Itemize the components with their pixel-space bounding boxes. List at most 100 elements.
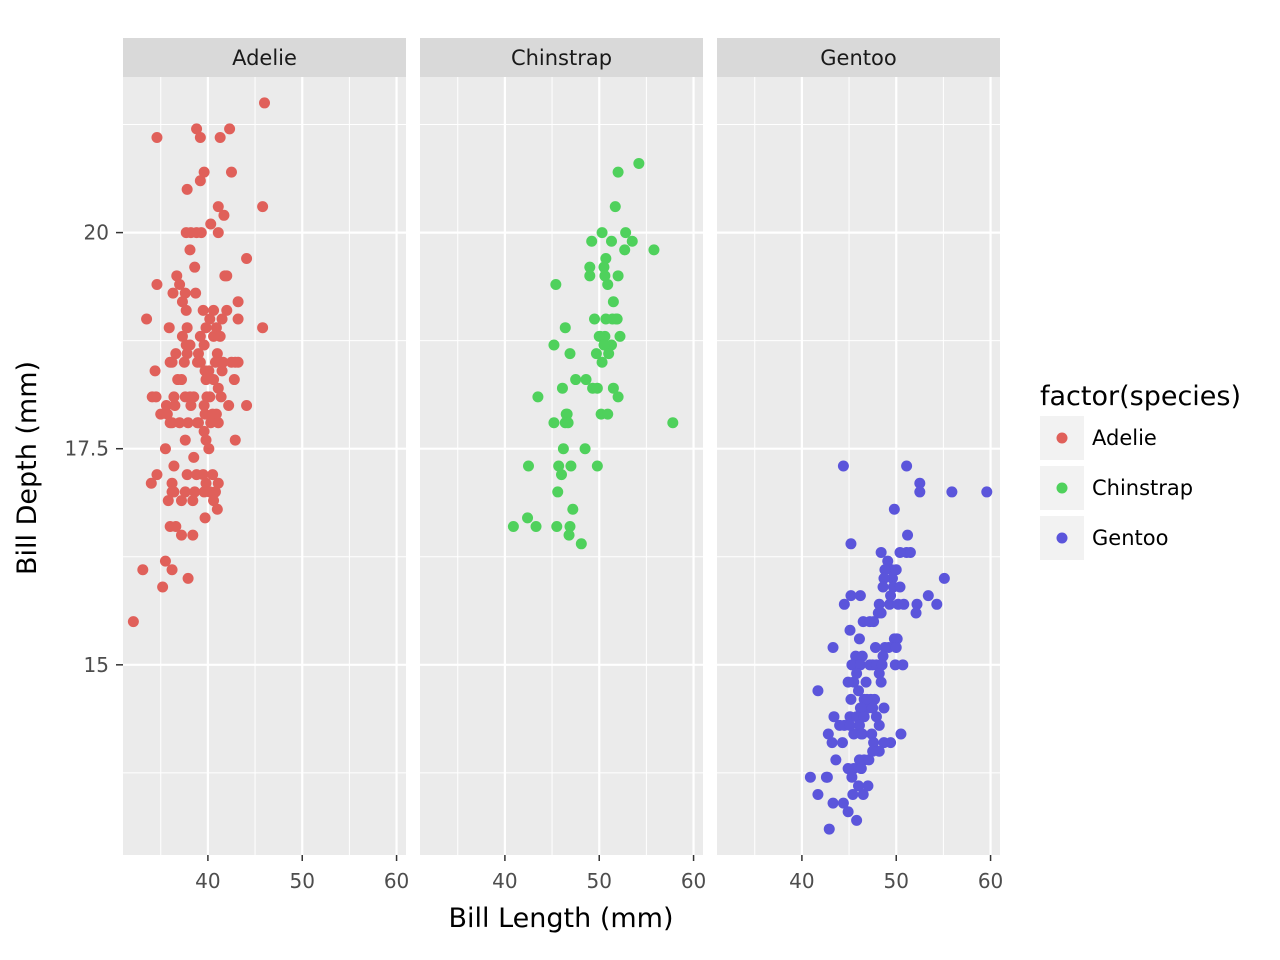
data-point bbox=[855, 728, 867, 740]
legend-key-dot bbox=[1056, 482, 1068, 494]
data-point bbox=[853, 633, 865, 645]
data-point bbox=[607, 296, 619, 308]
data-point bbox=[667, 417, 679, 429]
data-point bbox=[584, 261, 596, 273]
data-point bbox=[845, 693, 857, 705]
data-point bbox=[845, 538, 857, 550]
data-point bbox=[600, 313, 612, 325]
data-point bbox=[194, 132, 206, 144]
y-axis: 15 17.5 20 bbox=[64, 221, 123, 677]
data-point bbox=[166, 356, 178, 368]
data-point bbox=[826, 737, 838, 749]
data-point bbox=[886, 572, 898, 584]
panel-background bbox=[123, 77, 406, 855]
data-point bbox=[169, 399, 181, 411]
data-point bbox=[861, 693, 873, 705]
data-point bbox=[209, 356, 221, 368]
data-point bbox=[579, 443, 591, 455]
data-point bbox=[211, 503, 223, 515]
legend-label: Gentoo bbox=[1092, 526, 1168, 550]
data-point bbox=[181, 183, 193, 195]
data-point bbox=[159, 443, 171, 455]
x-tick-label: 40 bbox=[789, 869, 814, 893]
data-point bbox=[141, 313, 153, 325]
data-point bbox=[860, 676, 872, 688]
data-point bbox=[564, 348, 576, 360]
data-point bbox=[179, 486, 191, 498]
data-point bbox=[157, 581, 169, 593]
data-point bbox=[199, 512, 211, 524]
data-point bbox=[192, 348, 204, 360]
data-point bbox=[532, 391, 544, 403]
data-point bbox=[851, 711, 863, 723]
data-point bbox=[195, 227, 207, 239]
data-point bbox=[166, 477, 178, 489]
data-point bbox=[878, 737, 890, 749]
data-point bbox=[584, 270, 596, 282]
data-point bbox=[190, 287, 202, 299]
data-point bbox=[864, 616, 876, 628]
data-point bbox=[241, 399, 253, 411]
data-point bbox=[845, 590, 857, 602]
data-point bbox=[869, 693, 881, 705]
data-point bbox=[232, 313, 244, 325]
data-point bbox=[145, 477, 157, 489]
data-point bbox=[853, 685, 864, 697]
data-point bbox=[607, 382, 619, 394]
data-point bbox=[596, 227, 608, 239]
x-tick-label: 60 bbox=[978, 869, 1003, 893]
data-point bbox=[931, 598, 943, 610]
data-point bbox=[198, 166, 210, 178]
data-point bbox=[192, 417, 204, 429]
data-point bbox=[827, 797, 839, 809]
data-point bbox=[559, 322, 571, 334]
data-point bbox=[853, 719, 865, 731]
data-point bbox=[914, 486, 926, 498]
data-point bbox=[877, 581, 889, 593]
data-point bbox=[593, 330, 605, 342]
data-point bbox=[879, 564, 891, 576]
data-point bbox=[565, 460, 577, 472]
data-point bbox=[830, 754, 842, 766]
data-point bbox=[259, 97, 270, 109]
data-point bbox=[168, 391, 180, 403]
data-point bbox=[550, 278, 562, 290]
data-point bbox=[882, 555, 894, 567]
facet-panels: Adelie 40 50 60 Chinstrap 40 50 60 Gentoo 40 50 60 bbox=[123, 38, 1003, 893]
data-point bbox=[170, 348, 182, 360]
data-point bbox=[551, 521, 563, 533]
data-point bbox=[174, 278, 186, 290]
data-point bbox=[194, 175, 206, 187]
facet-strip bbox=[717, 38, 1000, 77]
data-point bbox=[910, 607, 922, 619]
data-point bbox=[151, 278, 163, 290]
data-point bbox=[137, 564, 149, 576]
data-point bbox=[168, 486, 180, 498]
data-point bbox=[208, 330, 220, 342]
data-point bbox=[888, 503, 900, 515]
data-point bbox=[603, 348, 615, 360]
data-point bbox=[221, 304, 233, 316]
facet-panel-chinstrap: Chinstrap 40 50 60 bbox=[420, 38, 706, 893]
data-point bbox=[166, 564, 178, 576]
data-point bbox=[175, 374, 187, 386]
data-point bbox=[182, 572, 194, 584]
data-point bbox=[208, 374, 220, 386]
y-tick-label: 15 bbox=[84, 653, 109, 677]
facet-panel-adelie: Adelie 40 50 60 bbox=[123, 38, 409, 893]
scatter-points-chinstrap bbox=[507, 157, 679, 550]
data-point bbox=[182, 417, 194, 429]
data-point bbox=[127, 616, 139, 628]
data-point bbox=[589, 313, 601, 325]
data-point bbox=[548, 339, 560, 351]
data-point bbox=[838, 598, 850, 610]
data-point bbox=[938, 572, 950, 584]
data-point bbox=[609, 201, 621, 213]
data-point bbox=[922, 590, 934, 602]
data-point bbox=[878, 702, 890, 714]
data-point bbox=[208, 495, 220, 507]
data-point bbox=[163, 322, 175, 334]
data-point bbox=[151, 132, 163, 144]
data-point bbox=[842, 763, 854, 775]
data-point bbox=[570, 374, 582, 386]
